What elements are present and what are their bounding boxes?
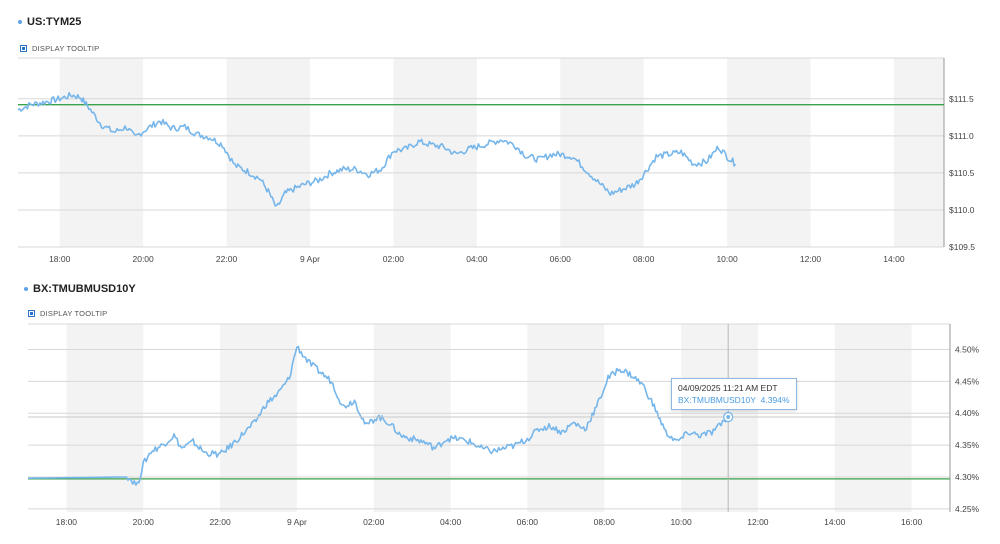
chart-panel-tym25: US:TYM25 DISPLAY TOOLTIP (0, 0, 1000, 270)
series-dot-icon (24, 287, 28, 291)
y-tick-label: 4.45% (955, 376, 980, 386)
series-line (17, 92, 737, 207)
x-tick-label: 20:00 (132, 254, 154, 264)
chart-10y-yield[interactable]: 4.50% 4.45% 4.40% 4.35% 4.30% 4.25% 18:00 20:00… (0, 272, 1000, 544)
x-tick-label: 08:00 (594, 517, 616, 527)
time-band (66, 324, 144, 512)
series-line (28, 345, 728, 486)
x-tick-label: 14:00 (883, 254, 905, 264)
panel-title-text: BX:TMUBMUSD10Y (33, 283, 136, 295)
checkbox-icon[interactable] (28, 310, 35, 317)
y-tick-label: $111.0 (949, 131, 974, 141)
panel-title: US:TYM25 (18, 16, 81, 28)
hover-point-dot (726, 415, 731, 420)
x-tick-label: 18:00 (56, 517, 78, 527)
x-tick-label: 22:00 (209, 517, 231, 527)
time-band (527, 324, 605, 512)
y-tick-label: 4.25% (955, 504, 980, 514)
tooltip-series-value: BX:TMUBMUSD10Y 4.394% (678, 394, 790, 406)
panel-title-text: US:TYM25 (27, 16, 82, 28)
time-band (560, 58, 644, 247)
y-tick-label: 4.35% (955, 440, 980, 450)
time-band (373, 324, 451, 512)
time-band (681, 324, 758, 512)
time-band (727, 58, 811, 247)
x-tick-label: 08:00 (633, 254, 655, 264)
toggle-label: DISPLAY TOOLTIP (40, 309, 108, 318)
y-tick-label: 4.40% (955, 408, 980, 418)
panel-title: BX:TMUBMUSD10Y (24, 283, 136, 295)
x-tick-label: 06:00 (517, 517, 539, 527)
hover-tooltip: 04/09/2025 11:21 AM EDT BX:TMUBMUSD10Y 4… (671, 378, 797, 410)
chart-panel-10y-yield: BX:TMUBMUSD10Y DISPLAY TOOLTIP (0, 272, 1000, 544)
x-tick-label: 10:00 (716, 254, 738, 264)
x-tick-label: 06:00 (550, 254, 572, 264)
time-band (834, 324, 912, 512)
chart-tym25[interactable]: $111.5 $111.0 $110.5 $110.0 $109.5 18:00 20:00… (0, 0, 1000, 272)
x-tick-label: 9 Apr (287, 517, 307, 527)
y-tick-label: $110.5 (949, 168, 975, 178)
y-tick-label: $111.5 (949, 94, 974, 104)
time-band (893, 58, 944, 247)
y-tick-label: 4.50% (955, 344, 980, 354)
y-tick-label: $109.5 (949, 242, 975, 252)
x-tick-label: 04:00 (440, 517, 462, 527)
x-tick-label: 20:00 (133, 517, 155, 527)
x-tick-label: 04:00 (466, 254, 488, 264)
x-tick-label: 22:00 (216, 254, 238, 264)
toggle-label: DISPLAY TOOLTIP (32, 44, 100, 53)
x-tick-label: 02:00 (383, 254, 405, 264)
time-band (220, 324, 297, 512)
tooltip-time: 04/09/2025 11:21 AM EDT (678, 383, 778, 393)
y-tick-label: $110.0 (949, 205, 975, 215)
checkbox-icon[interactable] (20, 45, 27, 52)
series-dot-icon (18, 20, 22, 24)
x-tick-label: 12:00 (800, 254, 822, 264)
display-tooltip-toggle[interactable]: DISPLAY TOOLTIP (20, 44, 99, 53)
x-tick-label: 14:00 (824, 517, 846, 527)
tooltip-series: BX:TMUBMUSD10Y (678, 395, 756, 405)
x-tick-label: 18:00 (49, 254, 71, 264)
time-band (393, 58, 477, 247)
x-tick-label: 12:00 (747, 517, 769, 527)
x-tick-label: 16:00 (901, 517, 923, 527)
x-tick-label: 10:00 (670, 517, 692, 527)
time-band (59, 58, 144, 247)
tooltip-value: 4.394% (760, 395, 790, 405)
time-band (226, 58, 310, 247)
y-tick-label: 4.30% (955, 472, 980, 482)
x-tick-label: 02:00 (363, 517, 385, 527)
x-tick-label: 9 Apr (300, 254, 320, 264)
display-tooltip-toggle[interactable]: DISPLAY TOOLTIP (28, 309, 107, 318)
